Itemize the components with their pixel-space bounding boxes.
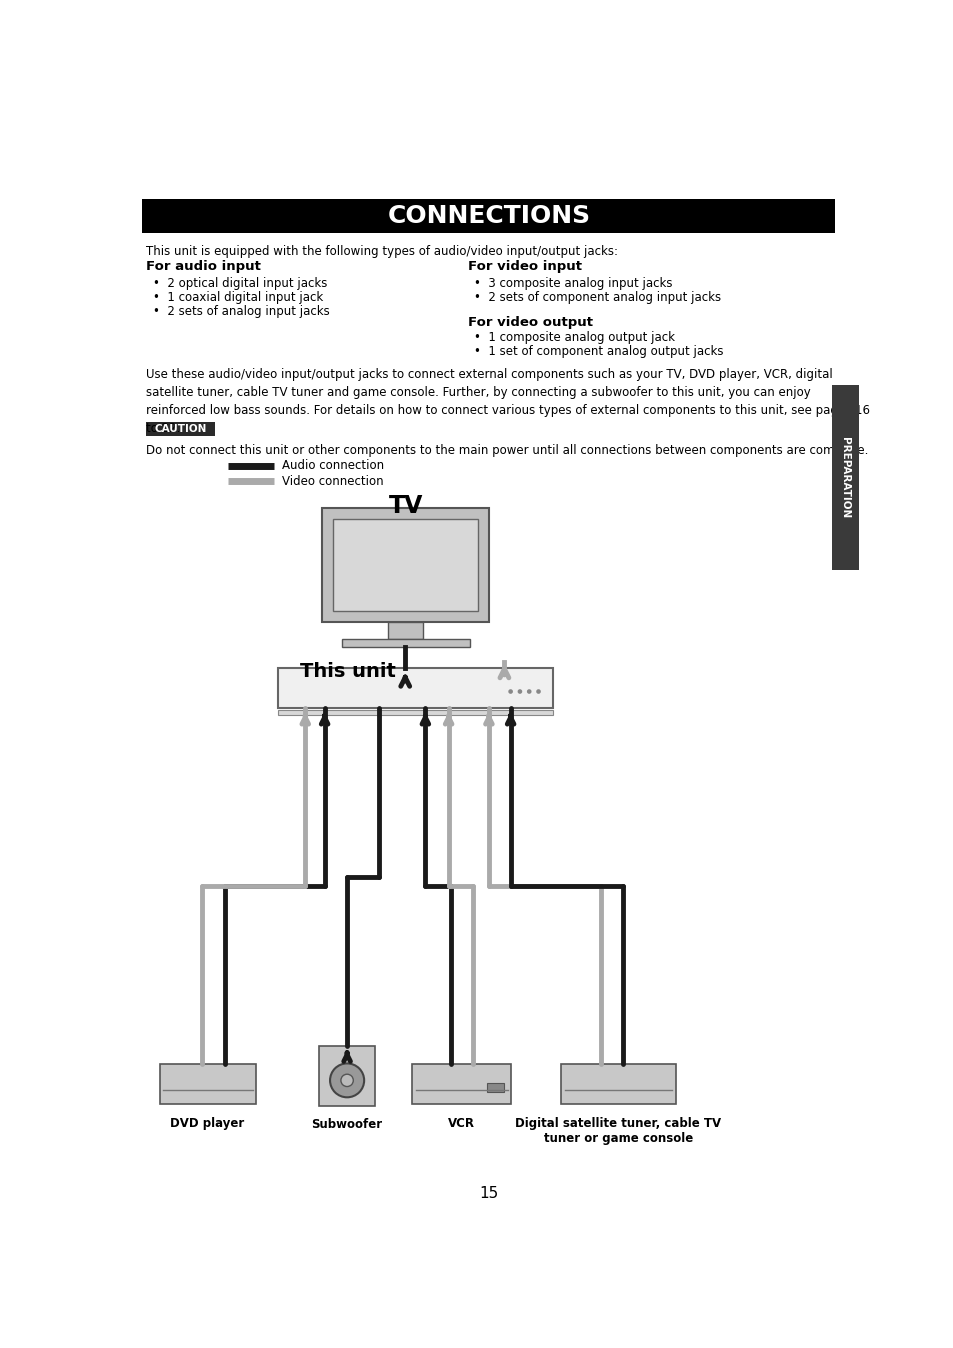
- Circle shape: [330, 1064, 364, 1097]
- Text: •  2 sets of analog input jacks: • 2 sets of analog input jacks: [152, 305, 329, 318]
- Text: •  2 sets of component analog input jacks: • 2 sets of component analog input jacks: [474, 291, 720, 305]
- Text: •  3 composite analog input jacks: • 3 composite analog input jacks: [474, 278, 672, 290]
- Bar: [322, 508, 488, 623]
- Circle shape: [508, 689, 513, 694]
- Text: CAUTION: CAUTION: [154, 425, 207, 434]
- Text: Digital satellite tuner, cable TV
tuner or game console: Digital satellite tuner, cable TV tuner …: [515, 1116, 720, 1144]
- Circle shape: [517, 689, 521, 694]
- Bar: [560, 1064, 675, 1104]
- Bar: [278, 669, 553, 709]
- Circle shape: [536, 689, 540, 694]
- Bar: [142, 198, 835, 233]
- Bar: [831, 386, 858, 570]
- Text: Audio connection: Audio connection: [282, 460, 384, 472]
- Text: Do not connect this unit or other components to the main power until all connect: Do not connect this unit or other compon…: [146, 443, 868, 457]
- Text: •  1 coaxial digital input jack: • 1 coaxial digital input jack: [152, 291, 322, 305]
- Bar: [319, 1046, 375, 1105]
- Text: DVD player: DVD player: [171, 1116, 245, 1130]
- Circle shape: [526, 689, 531, 694]
- Text: CONNECTIONS: CONNECTIONS: [387, 204, 590, 228]
- Bar: [333, 519, 477, 612]
- Text: TV: TV: [389, 495, 423, 519]
- Text: •  1 composite analog output jack: • 1 composite analog output jack: [474, 332, 675, 344]
- Bar: [412, 1064, 511, 1104]
- Text: This unit is equipped with the following types of audio/video input/output jacks: This unit is equipped with the following…: [146, 245, 618, 257]
- Text: For video output: For video output: [468, 315, 593, 329]
- Bar: [341, 639, 469, 647]
- Text: Use these audio/video input/output jacks to connect external components such as : Use these audio/video input/output jacks…: [146, 368, 869, 435]
- Text: •  1 set of component analog output jacks: • 1 set of component analog output jacks: [474, 345, 723, 359]
- Text: Subwoofer: Subwoofer: [312, 1117, 382, 1131]
- Text: This unit: This unit: [299, 662, 395, 681]
- Text: Video connection: Video connection: [282, 474, 383, 488]
- Bar: [486, 1082, 503, 1092]
- Text: For video input: For video input: [468, 260, 581, 274]
- Circle shape: [340, 1074, 353, 1086]
- Text: For audio input: For audio input: [146, 260, 261, 274]
- Bar: [278, 710, 553, 714]
- Text: VCR: VCR: [448, 1116, 475, 1130]
- Bar: [159, 1064, 256, 1104]
- Text: •  2 optical digital input jacks: • 2 optical digital input jacks: [152, 278, 327, 290]
- Text: PREPARATION: PREPARATION: [840, 437, 849, 518]
- Text: 15: 15: [478, 1186, 498, 1201]
- Bar: [388, 623, 422, 639]
- Bar: [146, 422, 214, 435]
